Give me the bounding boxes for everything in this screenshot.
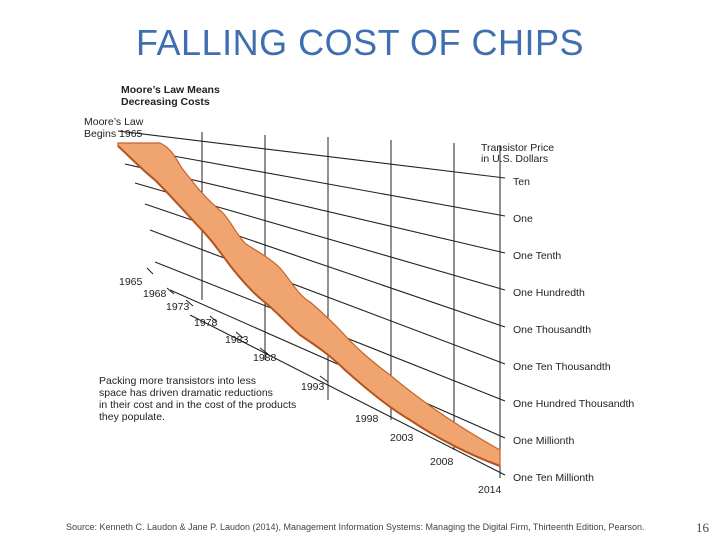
year-label: 1988	[253, 352, 277, 364]
price-axis-title-line1: Transistor Price	[481, 142, 554, 154]
diagram-caption: Packing more transistors into less space…	[99, 375, 296, 423]
price-level-label: One Tenth	[513, 250, 561, 262]
year-label: 2014	[478, 484, 502, 496]
price-line-one	[117, 145, 506, 217]
cost-band-shadow	[117, 145, 501, 467]
price-level-label: One Thousandth	[513, 324, 591, 336]
price-level-label: One Ten Millionth	[513, 472, 594, 484]
price-line-one-ten-thousandth	[149, 229, 506, 365]
price-level-label: One Millionth	[513, 435, 574, 447]
slide-title: FALLING COST OF CHIPS	[136, 22, 584, 63]
caption-line: they populate.	[99, 411, 165, 423]
year-label: 1983	[225, 334, 249, 346]
page-number: 16	[696, 520, 709, 535]
price-level-label: One Hundred Thousandth	[513, 398, 634, 410]
price-line-ten	[117, 130, 506, 179]
year-label: 1978	[194, 317, 218, 329]
caption-line: in their cost and in the cost of the pro…	[99, 399, 296, 411]
price-level-label: Ten	[513, 176, 530, 188]
diagram-heading-line1: Moore’s Law Means	[121, 84, 220, 96]
price-axis-title-line2: in U.S. Dollars	[481, 153, 548, 165]
year-label: 1968	[143, 288, 167, 300]
year-label: 1998	[355, 413, 379, 425]
price-level-label: One	[513, 213, 533, 225]
start-label-line2: Begins 1965	[84, 128, 143, 140]
price-level-label: One Hundredth	[513, 287, 585, 299]
price-level-labels: Ten One One Tenth One Hundredth One Thou…	[513, 176, 634, 484]
year-label: 2003	[390, 432, 414, 444]
year-ticks	[146, 267, 329, 383]
price-line-one-ten-millionth	[189, 314, 506, 476]
year-label: 1973	[166, 301, 190, 313]
caption-line: Packing more transistors into less	[99, 375, 256, 387]
year-labels: 1965 1968 1973 1978 1983 1988 1993 1998 …	[119, 276, 502, 496]
year-label: 1965	[119, 276, 143, 288]
start-label-line1: Moore’s Law	[84, 116, 144, 128]
year-label: 2008	[430, 456, 454, 468]
caption-line: space has driven dramatic reductions	[99, 387, 273, 399]
source-citation: Source: Kenneth C. Laudon & Jane P. Laud…	[66, 522, 645, 532]
diagram-heading-line2: Decreasing Costs	[121, 96, 210, 108]
price-level-label: One Ten Thousandth	[513, 361, 611, 373]
year-label: 1993	[301, 381, 325, 393]
